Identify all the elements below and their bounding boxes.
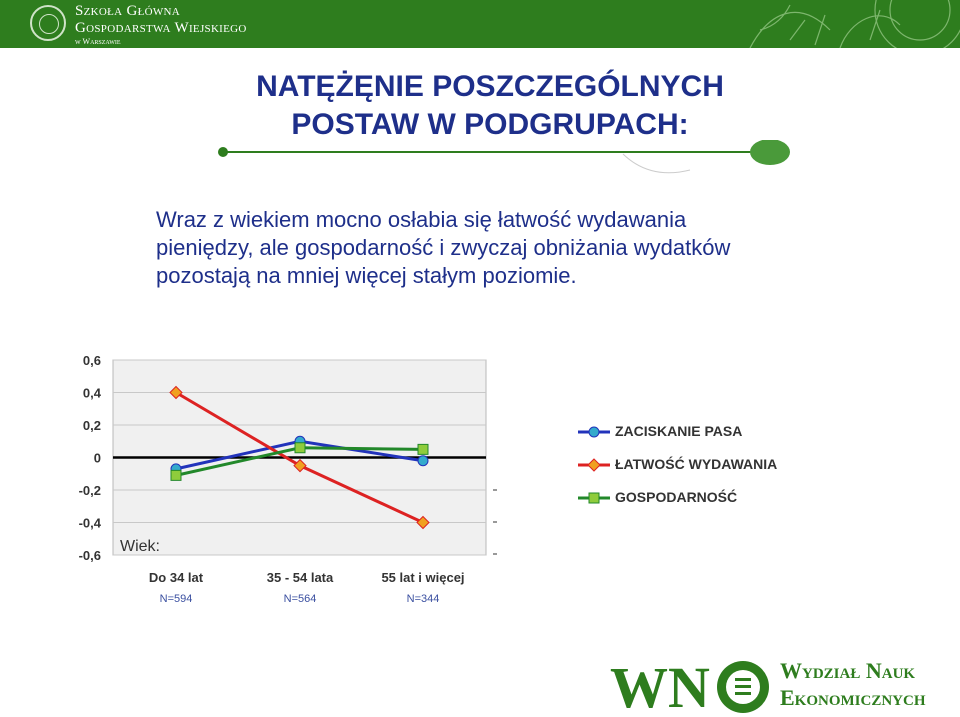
- data-point-marker: [293, 458, 307, 473]
- legend-label: GOSPODARNOŚĆ: [615, 489, 738, 505]
- university-name-line3: w Warszawie: [75, 37, 121, 46]
- data-point-marker: [169, 385, 183, 400]
- x-category-label: Do 34 lat: [149, 570, 204, 585]
- chart-legend: ZACISKANIE PASA ŁATWOŚĆ WYDAWANIA GOSPOD…: [578, 418, 777, 517]
- slide-title-line1: NATĘŻĘNIE POSZCZEGÓLNYCH: [256, 70, 724, 103]
- legend-item: GOSPODARNOŚĆ: [578, 484, 737, 517]
- description-paragraph: Wraz z wiekiem mocno osłabia się łatwość…: [156, 206, 836, 290]
- description-line2: pieniędzy, ale gospodarność i zwyczaj ob…: [156, 235, 731, 260]
- y-tick-label: -0,4: [79, 516, 102, 531]
- x-category-n-label: N=594: [160, 593, 193, 605]
- university-name: Szkoła Główna Gospodarstwa Wiejskiego w …: [75, 4, 247, 46]
- university-seal-icon: [30, 5, 66, 41]
- slide-title-line2: POSTAW W PODGRUPACH:: [291, 108, 689, 141]
- university-name-line2: Gospodarstwa Wiejskiego: [75, 20, 247, 36]
- title-divider: [218, 140, 790, 174]
- description-line3: pozostają na mniej więcej stałym poziomi…: [156, 263, 577, 288]
- legend-label: ZACISKANIE PASA: [615, 423, 743, 439]
- y-tick-label: 0,2: [83, 418, 101, 433]
- y-tick-label: 0,4: [83, 386, 102, 401]
- header-ornament-icon: [749, 0, 960, 48]
- university-name-line1: Szkoła Główna: [75, 3, 181, 19]
- y-tick-label: -0,6: [79, 548, 101, 563]
- legend-marker-icon: [578, 458, 610, 472]
- faculty-name-line2: Ekonomicznych: [780, 685, 926, 710]
- wne-logo-icon: W N: [610, 655, 769, 715]
- y-tick-label: 0,6: [83, 353, 101, 368]
- data-point-marker: [294, 442, 306, 454]
- data-point-marker: [417, 455, 429, 467]
- data-point-marker: [417, 443, 429, 455]
- slide-title: NATĘŻĘNIE POSZCZEGÓLNYCH POSTAW W PODGRU…: [160, 68, 820, 144]
- data-point-marker: [170, 469, 182, 481]
- legend-marker-icon: [578, 492, 610, 504]
- faculty-name: Wydział Nauk Ekonomicznych: [780, 660, 926, 714]
- x-category-n-label: N=564: [284, 593, 317, 605]
- legend-item: ŁATWOŚĆ WYDAWANIA: [578, 451, 777, 484]
- y-tick-label: 0: [94, 451, 101, 466]
- x-category-n-label: N=344: [407, 593, 440, 605]
- header-bar: Szkoła Główna Gospodarstwa Wiejskiego w …: [0, 0, 960, 48]
- legend-label: ŁATWOŚĆ WYDAWANIA: [615, 456, 778, 472]
- x-axis-title: Wiek:: [120, 538, 160, 555]
- legend-item: ZACISKANIE PASA: [578, 418, 742, 451]
- svg-text:W: W: [610, 655, 668, 715]
- legend-marker-icon: [578, 426, 610, 438]
- y-tick-label: -0,2: [79, 483, 101, 498]
- data-point-marker: [416, 515, 430, 530]
- faculty-name-line1: Wydział Nauk: [780, 658, 916, 683]
- svg-text:N: N: [668, 655, 710, 715]
- x-category-label: 55 lat i więcej: [381, 570, 464, 585]
- x-category-label: 35 - 54 lata: [267, 570, 334, 585]
- description-line1: Wraz z wiekiem mocno osłabia się łatwość…: [156, 207, 687, 232]
